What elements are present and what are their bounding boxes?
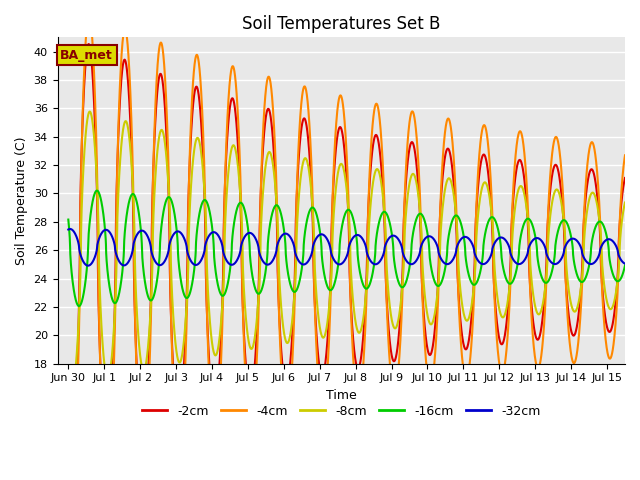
-16cm — [277, 212, 285, 217]
X-axis label: Time: Time — [326, 389, 356, 402]
-16cm — [522, 217, 530, 223]
Line: -4cm: -4cm — [68, 15, 625, 480]
-32cm — [480, 261, 488, 267]
-16cm — [480, 239, 488, 244]
-4cm — [399, 293, 406, 299]
-4cm — [166, 215, 173, 221]
-16cm — [166, 194, 173, 200]
-2cm — [85, 41, 93, 47]
Line: -16cm: -16cm — [68, 191, 625, 306]
-4cm — [522, 174, 530, 180]
-32cm — [277, 234, 285, 240]
-2cm — [480, 152, 488, 157]
-32cm — [67, 226, 74, 232]
-32cm — [427, 234, 435, 240]
-32cm — [399, 248, 406, 253]
Title: Soil Temperatures Set B: Soil Temperatures Set B — [242, 15, 440, 33]
-2cm — [65, 444, 72, 450]
-4cm — [621, 153, 629, 158]
-16cm — [75, 303, 83, 309]
-8cm — [480, 180, 488, 186]
-32cm — [65, 227, 72, 232]
Text: BA_met: BA_met — [60, 48, 113, 61]
-2cm — [277, 348, 285, 353]
Y-axis label: Soil Temperature (C): Soil Temperature (C) — [15, 136, 28, 265]
-2cm — [166, 254, 173, 260]
-4cm — [427, 383, 435, 388]
-2cm — [522, 196, 530, 202]
-16cm — [427, 261, 435, 267]
-4cm — [85, 12, 93, 18]
-8cm — [277, 304, 285, 310]
-16cm — [93, 188, 100, 193]
-4cm — [277, 365, 285, 371]
-8cm — [68, 385, 76, 391]
-32cm — [522, 254, 530, 260]
-4cm — [65, 466, 72, 472]
-2cm — [67, 456, 75, 462]
-2cm — [427, 352, 435, 358]
Line: -8cm: -8cm — [68, 111, 625, 388]
-8cm — [65, 368, 72, 374]
-8cm — [522, 203, 530, 208]
-4cm — [480, 122, 488, 128]
-32cm — [84, 263, 92, 268]
-8cm — [166, 207, 173, 213]
-32cm — [166, 240, 173, 246]
-8cm — [399, 282, 406, 288]
-8cm — [86, 108, 93, 114]
-2cm — [399, 274, 406, 279]
-16cm — [65, 216, 72, 222]
Line: -32cm: -32cm — [68, 229, 625, 265]
-2cm — [621, 175, 629, 181]
-16cm — [399, 284, 406, 290]
-8cm — [621, 200, 629, 205]
-8cm — [427, 321, 435, 327]
-16cm — [621, 263, 629, 268]
Line: -2cm: -2cm — [68, 44, 625, 459]
Legend: -2cm, -4cm, -8cm, -16cm, -32cm: -2cm, -4cm, -8cm, -16cm, -32cm — [137, 400, 545, 423]
-32cm — [621, 261, 629, 266]
